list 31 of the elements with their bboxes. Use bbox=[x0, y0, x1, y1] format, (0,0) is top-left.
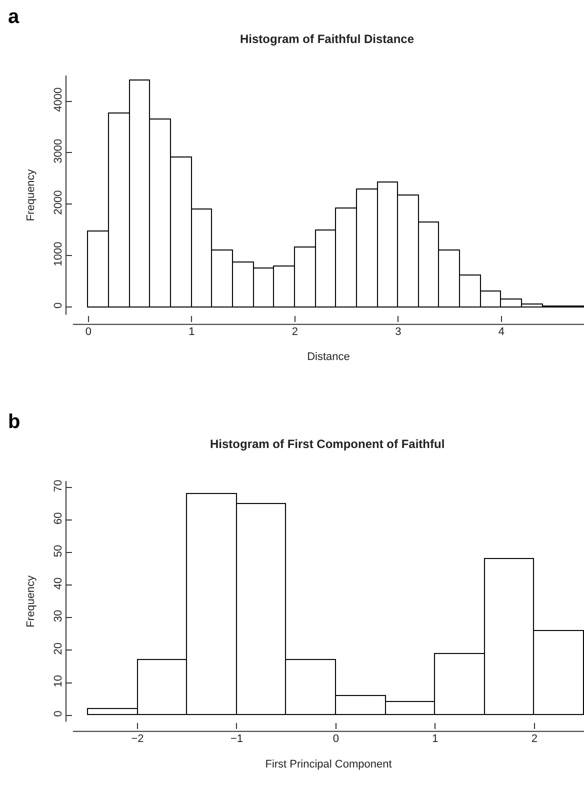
y-axis-title: Frequency bbox=[25, 574, 38, 628]
chart-title: Histogram of First Component of Faithful bbox=[210, 437, 445, 451]
x-tick-label: 0 bbox=[85, 326, 92, 338]
text: b bbox=[8, 411, 20, 433]
y-tick-label: 3000 bbox=[52, 138, 65, 164]
y-axis-title: Frequency bbox=[25, 168, 38, 222]
x-axis-title: First Principal Component bbox=[265, 758, 392, 770]
y-tick-label: 4000 bbox=[52, 87, 65, 112]
y-tick-label: 30 bbox=[52, 610, 65, 622]
y-tick-label: 10 bbox=[52, 675, 65, 688]
x-tick-label: 0 bbox=[332, 733, 340, 746]
y-tick-label: 2000 bbox=[52, 190, 65, 215]
y-tick-label: 60 bbox=[52, 512, 65, 525]
y-tick-label: 1000 bbox=[52, 242, 65, 266]
x-tick-label: 2 bbox=[531, 733, 538, 746]
x-tick-label: 1 bbox=[188, 326, 195, 338]
x-axis-title: Distance bbox=[307, 351, 350, 364]
text: a bbox=[8, 6, 20, 28]
y-tick-label: 70 bbox=[52, 480, 65, 492]
x-tick-label: −1 bbox=[230, 733, 243, 746]
x-tick-label: 2 bbox=[292, 326, 298, 338]
y-tick-label: 0 bbox=[52, 302, 65, 309]
y-tick-label: 0 bbox=[52, 710, 65, 717]
y-tick-label: 20 bbox=[52, 642, 65, 655]
y-tick-label: 40 bbox=[52, 577, 65, 590]
x-tick-label: 1 bbox=[432, 733, 438, 746]
x-tick-label: 4 bbox=[498, 326, 504, 338]
x-tick-label: −2 bbox=[131, 733, 144, 746]
y-tick-label: 50 bbox=[52, 544, 65, 558]
x-tick-label: 3 bbox=[395, 326, 402, 338]
chart-title: Histogram of Faithful Distance bbox=[240, 32, 414, 46]
